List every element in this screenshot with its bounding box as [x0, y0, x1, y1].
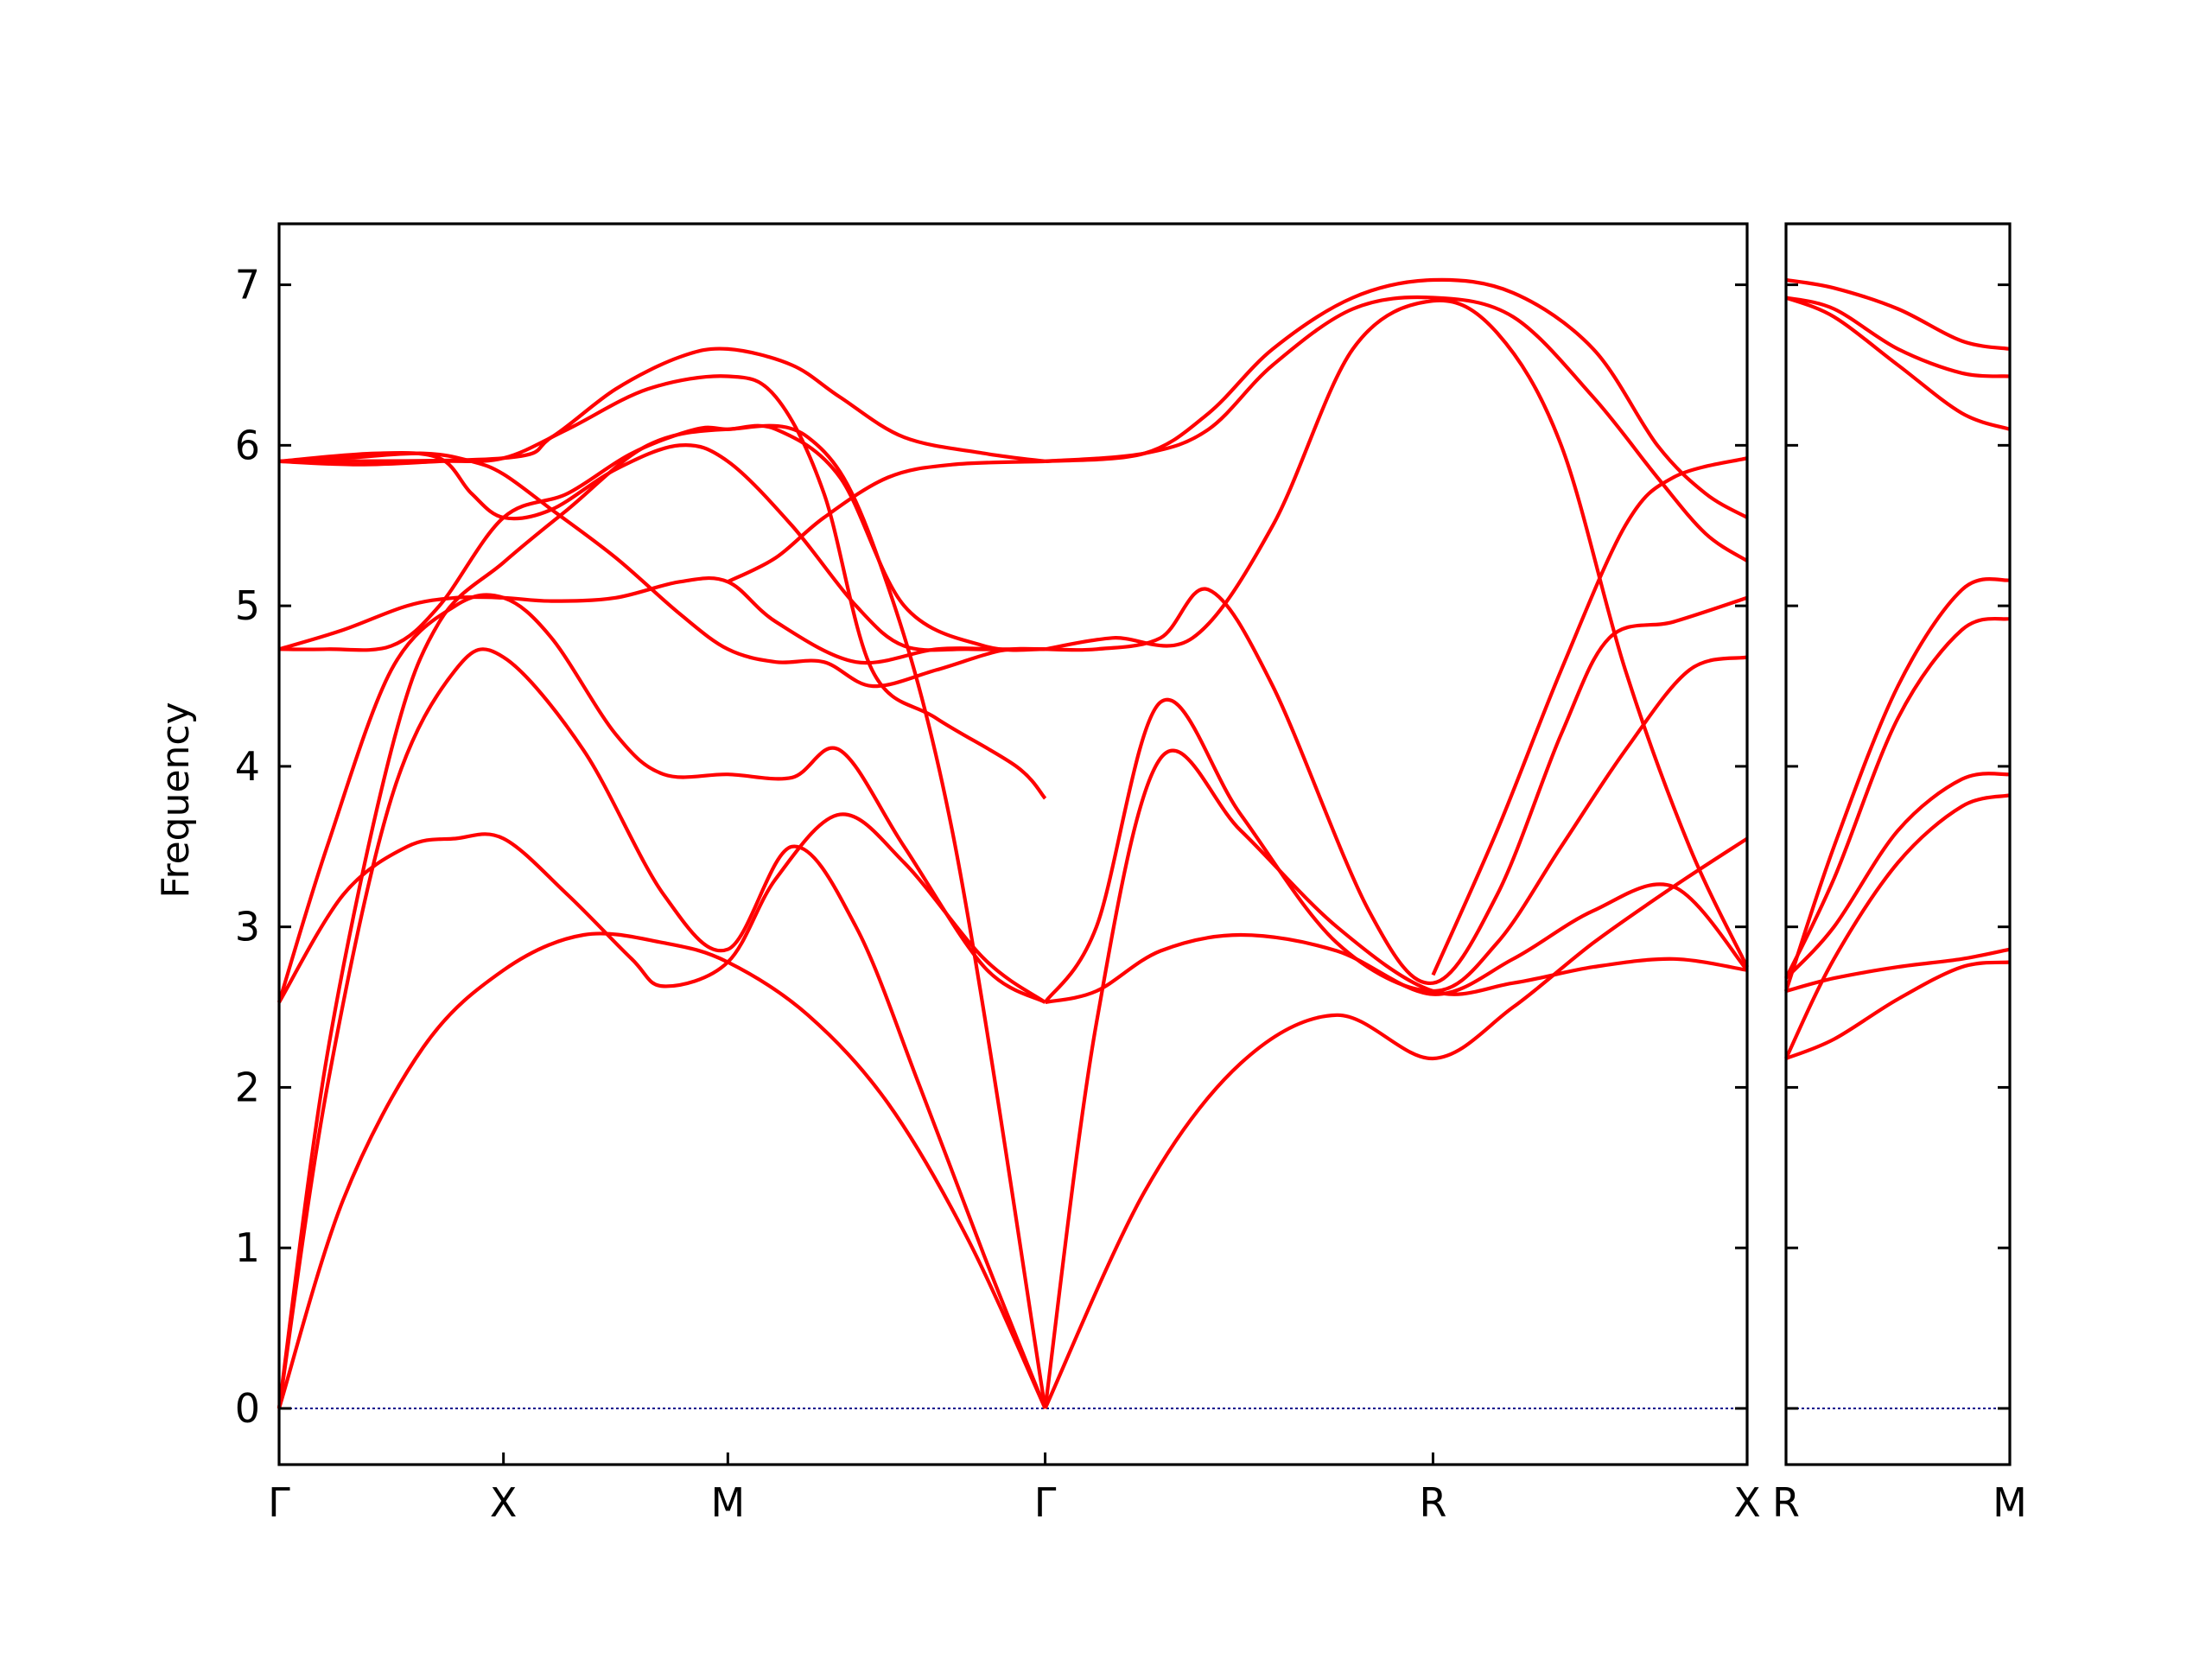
x-tick-label: R: [1419, 1479, 1446, 1526]
band-line-9: [278, 443, 1046, 652]
band-line-5: [276, 593, 1046, 1004]
y-tick-label: 2: [235, 1064, 260, 1110]
x-tick-label: Γ: [1034, 1479, 1057, 1526]
band-line-2: [276, 647, 1047, 1409]
x-tick-label: M: [710, 1479, 745, 1526]
band-line-12: [727, 459, 1046, 584]
y-tick-label: 5: [235, 582, 260, 629]
x-tick-label: X: [1733, 1479, 1761, 1526]
band-line-3: [276, 423, 1047, 1409]
band-line-9: [1785, 277, 2011, 351]
band-line-20: [1045, 277, 1749, 519]
x-tick-label: X: [490, 1479, 518, 1526]
band-line-11: [278, 346, 1046, 463]
band-line-16: [1043, 655, 1748, 1004]
band-line-1: [276, 931, 1047, 1409]
y-tick-label: 1: [235, 1224, 260, 1271]
band-line-6: [278, 423, 1046, 652]
band-line-17: [1045, 587, 1748, 985]
main-panel: 0 1 2 3 4 5 6 7 Γ X M Γ R X: [235, 222, 1761, 1526]
band-line-3: [1785, 947, 2011, 994]
band-line-8: [278, 451, 1046, 689]
y-tick-label: 4: [235, 743, 260, 790]
y-tick-label: 3: [235, 904, 260, 950]
x-tick-label: M: [1993, 1479, 2027, 1526]
band-line-19: [1045, 295, 1749, 563]
band-line-21: [1431, 456, 1748, 976]
x-tick-label: R: [1772, 1479, 1800, 1526]
axes-frame: [1784, 222, 2012, 1466]
band-line-7: [1785, 296, 2011, 431]
x-tick-label: Γ: [268, 1479, 290, 1526]
band-line-18: [1045, 298, 1749, 969]
band-line-6: [1784, 577, 2011, 992]
band-line-5: [1784, 616, 2011, 980]
y-tick-label: 0: [235, 1385, 260, 1432]
band-line-4: [277, 812, 1046, 1004]
band-line-2: [1784, 793, 2011, 1059]
y-axis-label: Frequency: [154, 702, 198, 898]
band-line-1: [1785, 960, 2011, 1060]
band-line-8: [1785, 296, 2011, 378]
y-tick-label: 7: [235, 262, 260, 308]
band-line-14: [1043, 748, 1748, 1409]
axes-frame: [277, 222, 1749, 1466]
band-line-13: [1043, 836, 1749, 1409]
y-tick-label: 6: [235, 422, 260, 468]
band-line-4: [1784, 772, 2011, 980]
